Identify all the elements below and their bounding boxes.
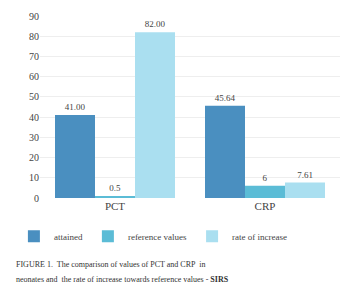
svg-text:10: 10 (29, 172, 39, 183)
svg-text:45.64: 45.64 (215, 93, 236, 103)
svg-text:7.61: 7.61 (297, 170, 313, 180)
svg-text:60: 60 (29, 71, 39, 82)
svg-text:PCT: PCT (105, 200, 125, 212)
svg-text:41.00: 41.00 (65, 102, 86, 112)
svg-text:90: 90 (29, 11, 39, 22)
svg-text:rate of increase: rate of increase (232, 232, 287, 242)
svg-text:0: 0 (34, 193, 39, 204)
svg-text:FIGURE 1. The comparison of v: FIGURE 1. The comparison of values of PC… (16, 260, 205, 269)
svg-text:82.00: 82.00 (145, 19, 166, 29)
svg-text:6: 6 (263, 173, 268, 183)
svg-text:20: 20 (29, 152, 39, 163)
svg-text:30: 30 (29, 132, 39, 143)
svg-text:80: 80 (29, 31, 39, 42)
svg-text:70: 70 (29, 51, 39, 62)
svg-text:0.5: 0.5 (109, 183, 121, 193)
svg-text:neonates and the rate of incr: neonates and the rate of increase toward… (16, 275, 229, 284)
svg-text:reference values: reference values (128, 232, 187, 242)
svg-text:40: 40 (29, 112, 39, 123)
svg-text:attained: attained (54, 232, 83, 242)
svg-text:CRP: CRP (255, 200, 276, 212)
svg-text:50: 50 (29, 91, 39, 102)
